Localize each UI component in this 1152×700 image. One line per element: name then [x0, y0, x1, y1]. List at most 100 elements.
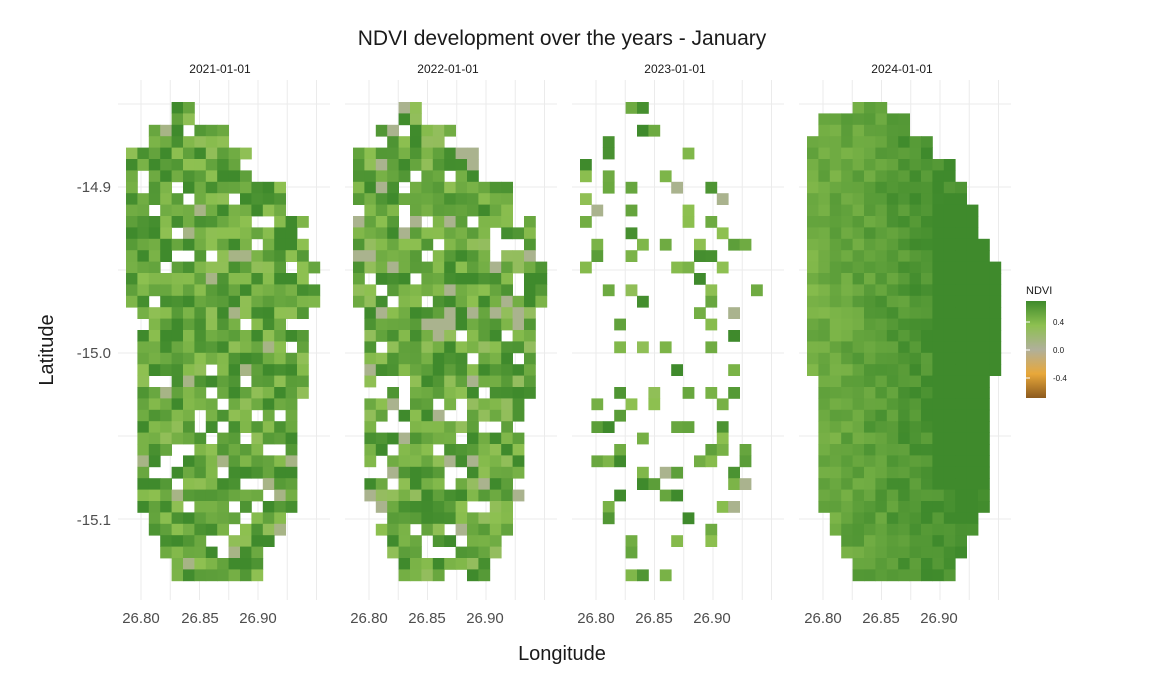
- ndvi-cell: [297, 330, 309, 342]
- ndvi-cell: [160, 238, 172, 251]
- ndvi-cell: [387, 535, 399, 547]
- ndvi-cell: [864, 352, 876, 365]
- ndvi-cell: [274, 193, 286, 205]
- ndvi-cell: [364, 455, 377, 468]
- ndvi-cell: [183, 546, 195, 559]
- ndvi-cell: [274, 330, 286, 342]
- ndvi-cell: [375, 227, 388, 240]
- ndvi-cell: [240, 307, 252, 319]
- ndvi-cell: [966, 341, 979, 354]
- ndvi-cell: [194, 159, 207, 171]
- ndvi-cell: [932, 216, 945, 228]
- ndvi-cell: [841, 523, 853, 536]
- ndvi-cell: [909, 181, 922, 194]
- ndvi-cell: [467, 227, 479, 240]
- ndvi-cell: [171, 307, 184, 319]
- ndvi-cell: [751, 284, 763, 297]
- ndvi-cell: [625, 227, 638, 240]
- ndvi-cell: [852, 307, 865, 319]
- ndvi-cell: [240, 330, 252, 342]
- ndvi-cell: [898, 375, 910, 388]
- ndvi-cell: [137, 364, 150, 376]
- ndvi-cell: [535, 261, 548, 274]
- ndvi-cell: [183, 147, 195, 160]
- ndvi-cell: [274, 523, 286, 536]
- ndvi-cell: [410, 466, 422, 479]
- ndvi-cell: [410, 102, 422, 114]
- ndvi-cell: [489, 546, 502, 559]
- ndvi-cell: [160, 284, 172, 297]
- ndvi-cell: [478, 352, 491, 365]
- ndvi-cell: [909, 170, 922, 183]
- ndvi-cell: [978, 466, 990, 479]
- ndvi-cell: [671, 535, 683, 547]
- ndvi-cell: [467, 512, 479, 525]
- ndvi-cell: [818, 318, 831, 331]
- ndvi-cell: [217, 204, 229, 217]
- ndvi-cell: [262, 512, 275, 525]
- ndvi-cell: [410, 307, 422, 319]
- ndvi-cell: [308, 284, 321, 297]
- ndvi-cell: [829, 421, 842, 433]
- ndvi-cell: [421, 569, 434, 582]
- ndvi-cell: [955, 501, 967, 513]
- ndvi-cell: [444, 364, 456, 376]
- ndvi-cell: [886, 295, 899, 308]
- ndvi-cell: [909, 364, 922, 376]
- ndvi-cell: [375, 273, 388, 285]
- ndvi-cell: [274, 250, 286, 262]
- ndvi-cell: [217, 318, 229, 331]
- ndvi-cell: [285, 250, 298, 262]
- ndvi-cell: [194, 546, 207, 559]
- ndvi-cell: [183, 512, 195, 525]
- ndvi-cell: [398, 432, 411, 445]
- ndvi-cell: [421, 432, 434, 445]
- ndvi-cell: [829, 501, 842, 513]
- ndvi-cell: [375, 307, 388, 319]
- ndvi-cell: [943, 295, 956, 308]
- ndvi-cell: [921, 216, 933, 228]
- ndvi-cell: [148, 444, 161, 456]
- ndvi-cell: [228, 159, 241, 171]
- ndvi-cell: [875, 466, 888, 479]
- ndvi-cell: [818, 170, 831, 183]
- ndvi-cell: [171, 387, 184, 399]
- ndvi-cell: [478, 250, 491, 262]
- ndvi-cell: [580, 193, 592, 205]
- ndvi-cell: [524, 307, 536, 319]
- ndvi-cell: [274, 398, 286, 411]
- ndvi-cell: [728, 478, 740, 490]
- ndvi-cell: [705, 318, 718, 331]
- ndvi-cell: [943, 409, 956, 422]
- ndvi-cell: [251, 284, 264, 297]
- ndvi-cell: [864, 204, 876, 217]
- ndvi-cell: [183, 113, 195, 126]
- ndvi-cell: [898, 466, 910, 479]
- ndvi-cell: [194, 398, 207, 411]
- ndvi-cell: [398, 193, 411, 205]
- ndvi-cell: [387, 204, 399, 217]
- ndvi-cell: [455, 159, 468, 171]
- ndvi-cell: [183, 523, 195, 536]
- ndvi-cell: [126, 284, 138, 297]
- ndvi-cell: [205, 295, 218, 308]
- ndvi-cell: [841, 318, 853, 331]
- ndvi-cell: [829, 409, 842, 422]
- ndvi-cell: [398, 273, 411, 285]
- ndvi-cell: [501, 466, 513, 479]
- ndvi-cell: [171, 569, 184, 582]
- ndvi-cell: [829, 455, 842, 468]
- ndvi-cell: [864, 523, 876, 536]
- ndvi-cell: [829, 364, 842, 376]
- ndvi-cell: [467, 478, 479, 490]
- ndvi-cell: [943, 238, 956, 251]
- ndvi-cell: [818, 432, 831, 445]
- ndvi-cell: [285, 387, 298, 399]
- ndvi-cell: [818, 352, 831, 365]
- ndvi-cell: [455, 147, 468, 160]
- ndvi-cell: [921, 307, 933, 319]
- ndvi-cell: [217, 181, 229, 194]
- ndvi-cell: [421, 261, 434, 274]
- ndvi-cell: [285, 307, 298, 319]
